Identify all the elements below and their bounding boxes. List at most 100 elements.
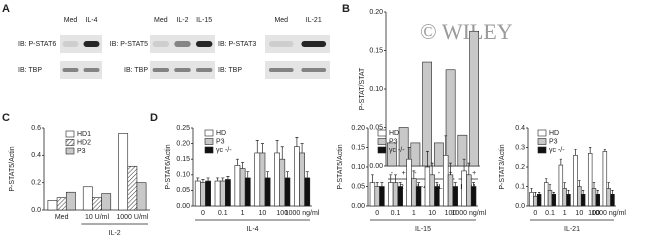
error-bar [582, 190, 585, 195]
error-bar [295, 137, 299, 147]
legend-swatch [377, 129, 387, 137]
error-bar [467, 162, 471, 175]
bar [536, 194, 542, 207]
y-tick-label: 0.20 [176, 140, 190, 147]
error-bar [552, 192, 555, 195]
bar [411, 178, 417, 207]
bar [457, 134, 468, 167]
x-tick-label: 0 [375, 210, 379, 217]
legend-label: HD [549, 130, 559, 137]
y-tick-label: 0.4 [515, 125, 525, 132]
error-bar [255, 140, 259, 153]
x-tick-label: 1 [241, 210, 245, 217]
blot-row-label: IB: P-STAT6 [18, 41, 56, 48]
error-bar [266, 171, 270, 178]
bar [595, 194, 601, 207]
legend-label: γc -/- [549, 147, 565, 154]
y-tick-label: 0.25 [176, 125, 190, 132]
blot-lane-label: IL-4 [85, 17, 97, 24]
bar [118, 133, 129, 211]
blot-band [301, 41, 327, 47]
blot-lane-label: Med [274, 17, 288, 24]
legend-swatch [65, 130, 75, 138]
bar [205, 180, 211, 207]
y-axis-label: P-STAT3/Actin [499, 144, 506, 189]
blot-band [268, 41, 294, 47]
error-bar [567, 190, 570, 195]
bar [580, 194, 586, 207]
bar [82, 186, 93, 211]
error-bar [246, 171, 250, 178]
bar [388, 182, 394, 207]
error-bar [380, 182, 384, 187]
error-bar [578, 180, 581, 187]
error-bar [260, 143, 264, 153]
x-tick-label: 100 [588, 210, 600, 217]
x-tick-label: 1000 ng/ml [452, 210, 487, 217]
x-tick-label: 1 [412, 210, 416, 217]
error-bar [472, 182, 476, 187]
y-tick-label: 0.05 [351, 183, 365, 190]
bar [566, 194, 571, 207]
error-bar [534, 192, 537, 197]
bar [610, 194, 615, 207]
panel-label: D [150, 112, 158, 124]
bar [194, 180, 201, 207]
legend-label: γc -/- [216, 147, 232, 154]
error-bar [285, 171, 289, 178]
y-tick-label: 0.2 [515, 164, 525, 171]
blot-band [301, 68, 327, 72]
bar [562, 188, 567, 207]
bar [274, 152, 280, 207]
legend-label: HD1 [77, 131, 91, 138]
bar [294, 146, 300, 207]
blot-lane-label: IL-21 [306, 17, 322, 24]
bar [397, 186, 403, 207]
blot-band [268, 68, 294, 72]
bar [424, 166, 431, 207]
panel-label: C [2, 112, 10, 124]
legend-swatch [204, 146, 214, 154]
legend-swatch [65, 147, 75, 155]
x-tick-label: 1 [563, 210, 567, 217]
bar [304, 177, 311, 207]
x-tick-label: 1000 U/ml [116, 214, 148, 221]
bar [225, 179, 231, 207]
y-axis-label: P-STAT6/Actin [165, 144, 172, 189]
error-bar [275, 140, 279, 153]
panel-label: A [2, 3, 10, 15]
blot-band [195, 68, 213, 72]
bar [398, 127, 409, 167]
bar [56, 197, 67, 211]
bar [392, 182, 399, 207]
blot-image [60, 61, 102, 79]
error-bar [398, 182, 402, 187]
x-tick-label: 0.1 [218, 210, 228, 217]
panel-label: B [342, 3, 350, 15]
legend-swatch [377, 146, 387, 154]
bar [259, 152, 266, 207]
error-bar [241, 161, 245, 169]
y-tick-label: 0.20 [369, 9, 383, 16]
bar [434, 186, 440, 207]
error-bar [592, 182, 596, 189]
x-tick-label: - [391, 170, 394, 177]
error-bar [206, 177, 210, 182]
bar [200, 182, 206, 207]
blot-band [62, 68, 79, 72]
bar [533, 195, 538, 207]
error-bar [226, 176, 230, 180]
y-tick-label: 0.6 [31, 125, 41, 132]
blot-row-label: IB: P-STAT5 [110, 41, 148, 48]
legend-label: P3 [389, 138, 398, 145]
bar [469, 30, 480, 167]
blot-image [60, 35, 102, 53]
legend-label: HD [216, 130, 226, 137]
bar [606, 188, 611, 207]
bar [547, 190, 553, 207]
bar [447, 174, 454, 207]
error-bar [394, 174, 397, 183]
error-bar [548, 184, 552, 191]
x-axis-label: IL-2 [109, 230, 121, 237]
